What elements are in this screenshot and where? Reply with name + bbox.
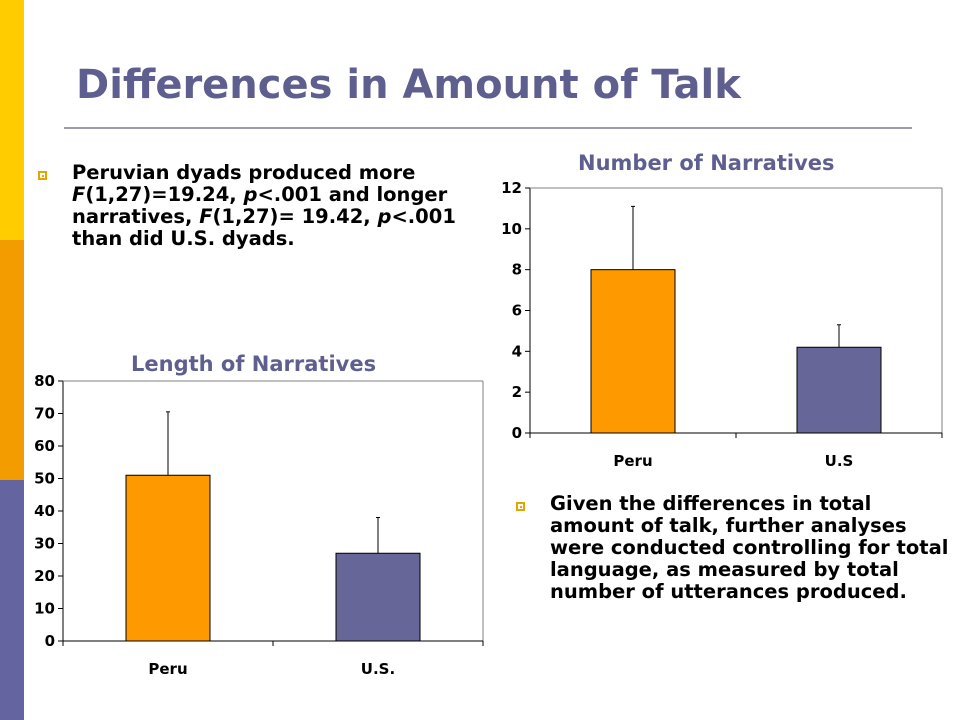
accent-bar-slate xyxy=(0,480,24,720)
y-tick-label: 6 xyxy=(512,302,522,320)
y-tick-label: 30 xyxy=(34,535,55,553)
y-tick-label: 10 xyxy=(501,220,522,238)
y-tick-label: 60 xyxy=(34,437,55,455)
accent-bar-orange xyxy=(0,240,24,480)
bar-us xyxy=(796,346,882,434)
bullet-segment: F xyxy=(199,205,213,228)
bullet-text-1: Peruvian dyads produced more F(1,27)=19.… xyxy=(72,162,472,250)
bar-peru xyxy=(590,269,676,434)
bullet-segment: Given the differences in total amount of… xyxy=(550,492,949,603)
accent-bar-yellow xyxy=(0,0,24,240)
y-tick-label: 12 xyxy=(501,179,522,197)
x-category-label: U.S xyxy=(825,452,854,470)
bullet-segment: p xyxy=(377,205,392,228)
bullet-segment: F xyxy=(72,183,86,206)
chart-title-length: Length of Narratives xyxy=(131,352,377,376)
bullet-marker-icon xyxy=(38,171,47,180)
y-tick-label: 10 xyxy=(34,600,55,618)
y-tick-label: 4 xyxy=(512,342,522,360)
bullet-text-2: Given the differences in total amount of… xyxy=(550,493,950,603)
bar-peru xyxy=(125,474,211,642)
chart-title-number: Number of Narratives xyxy=(578,151,835,175)
slide-title: Differences in Amount of Talk xyxy=(76,62,741,108)
bullet-segment: (1,27)=19.24, xyxy=(85,183,244,206)
y-tick-label: 0 xyxy=(45,632,55,650)
bullet-segment: <.001 than did U.S. dyads. xyxy=(72,205,456,250)
y-tick-label: 80 xyxy=(34,372,55,390)
y-tick-label: 8 xyxy=(512,261,522,279)
x-category-label: Peru xyxy=(613,452,652,470)
y-tick-label: 70 xyxy=(34,405,55,423)
bullet-segment: Peruvian dyads produced more xyxy=(72,161,416,184)
bullet-segment: p xyxy=(243,183,258,206)
x-category-label: Peru xyxy=(148,660,187,678)
y-tick-label: 40 xyxy=(34,502,55,520)
x-category-label: U.S. xyxy=(361,660,395,678)
bullet-segment: <.001 and longer narratives, xyxy=(72,183,448,228)
y-tick-label: 20 xyxy=(34,567,55,585)
bullet-segment: (1,27)= 19.42, xyxy=(212,205,378,228)
bullet-marker-icon xyxy=(516,502,525,511)
y-tick-label: 50 xyxy=(34,470,55,488)
bar-us xyxy=(335,552,421,642)
y-tick-label: 0 xyxy=(512,424,522,442)
title-divider xyxy=(64,127,912,129)
y-tick-label: 2 xyxy=(512,383,522,401)
